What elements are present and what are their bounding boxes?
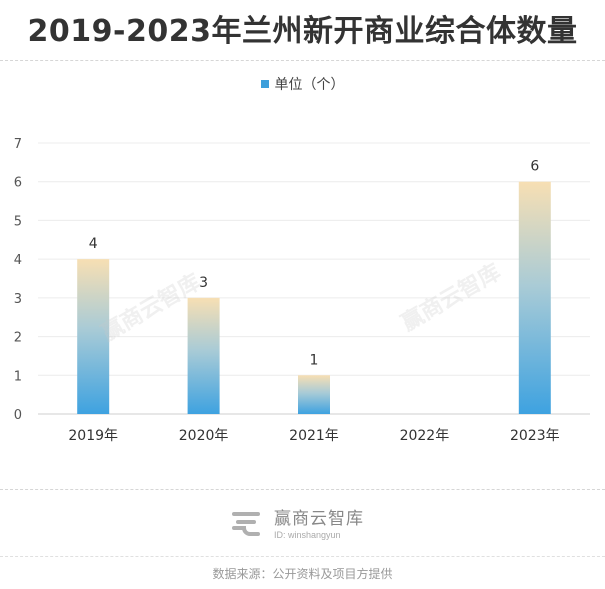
x-tick-label: 2021年	[289, 428, 339, 444]
brand-name: 赢商云智库	[274, 509, 364, 529]
y-tick-label: 7	[14, 137, 22, 152]
data-source: 数据来源：公开资料及项目方提供	[212, 567, 393, 581]
bars	[77, 181, 551, 414]
bar[interactable]	[187, 297, 220, 414]
data-label: 6	[530, 159, 539, 175]
x-axis-ticks: 2019年 2020年 2021年 2022年 2023年	[68, 428, 559, 444]
bar[interactable]	[77, 259, 110, 414]
y-axis-ticks: 0 1 2 3 4 5 6 7	[14, 137, 22, 423]
y-tick-label: 6	[14, 176, 22, 191]
data-labels: 4 3 1 6	[89, 159, 540, 369]
brand-id: ID: winshangyun	[274, 530, 341, 540]
bottom-divider	[0, 489, 605, 490]
y-tick-label: 4	[14, 253, 22, 268]
legend-swatch	[260, 80, 269, 88]
brand-block: 赢商云智库 ID: winshangyun	[228, 500, 364, 544]
y-tick-label: 2	[14, 331, 22, 346]
bar[interactable]	[518, 181, 551, 414]
data-label: 3	[199, 275, 208, 291]
data-label: 4	[89, 236, 98, 252]
data-label: 1	[310, 352, 319, 368]
source-divider	[0, 556, 605, 557]
y-tick-label: 3	[14, 292, 22, 307]
x-tick-label: 2020年	[179, 428, 229, 444]
y-tick-label: 1	[14, 369, 22, 384]
bar-chart: 0 1 2 3 4 5 6 7 4 3 1 6 2019年 2020年 2021年 2022年 2023年	[14, 137, 590, 444]
bar[interactable]	[298, 375, 330, 414]
top-divider	[0, 60, 605, 61]
brand-logo-icon	[232, 512, 260, 536]
x-tick-label: 2022年	[400, 428, 450, 444]
legend[interactable]: 单位（个）	[0, 74, 605, 94]
grid-lines	[38, 142, 590, 415]
x-tick-label: 2019年	[68, 428, 118, 444]
y-tick-label: 5	[14, 214, 22, 229]
x-tick-label: 2023年	[510, 428, 560, 444]
chart-title: 2019-2023年兰州新开商业综合体数量	[27, 14, 578, 49]
y-tick-label: 0	[14, 408, 22, 423]
legend-label: 单位（个）	[274, 77, 345, 93]
